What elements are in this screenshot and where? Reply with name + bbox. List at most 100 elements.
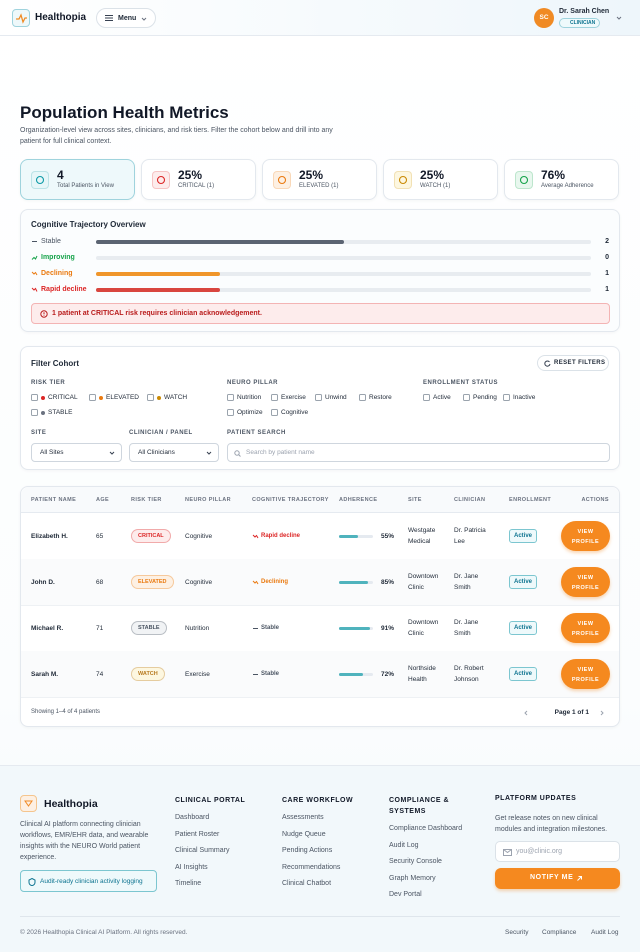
- footer-link[interactable]: Clinical Chatbot: [282, 880, 332, 887]
- footer-link[interactable]: Security Console: [389, 858, 442, 865]
- checkbox[interactable]: [271, 409, 278, 416]
- risk-pill: CRITICAL: [131, 529, 171, 543]
- footer-link[interactable]: Graph Memory: [389, 874, 436, 882]
- filter-option[interactable]: CRITICAL: [31, 394, 78, 401]
- option-label: Inactive: [513, 394, 536, 401]
- footer-link[interactable]: AI Insights: [175, 863, 208, 871]
- pillar: Cognitive: [185, 579, 213, 586]
- row-divider: [21, 697, 619, 698]
- checkbox[interactable]: [147, 394, 154, 401]
- column-header: ADHERENCE: [339, 497, 378, 503]
- trend-bar: [96, 288, 220, 292]
- checkbox[interactable]: [227, 409, 234, 416]
- option-label: CRITICAL: [48, 394, 78, 401]
- view-profile-button[interactable]: VIEW PROFILE: [561, 521, 610, 551]
- checkbox[interactable]: [31, 409, 38, 416]
- footer-link[interactable]: Clinical Summary: [175, 847, 230, 854]
- notify-button[interactable]: NOTIFY ME: [495, 868, 620, 889]
- icon: [523, 710, 529, 718]
- filter-option[interactable]: WATCH: [147, 394, 187, 401]
- user-menu[interactable]: SC Dr. Sarah Chen CLINICIAN: [532, 5, 628, 31]
- filter-option[interactable]: ELEVATED: [89, 394, 139, 401]
- checkbox[interactable]: [31, 394, 38, 401]
- view-profile-button[interactable]: VIEW PROFILE: [561, 659, 610, 689]
- option-label: Optimize: [237, 409, 263, 416]
- footer-link[interactable]: Audit Log: [389, 841, 419, 849]
- kpi-value: 25%: [420, 168, 445, 182]
- icon: [206, 450, 212, 458]
- clinician: Dr. Jane Smith: [454, 619, 479, 637]
- footer-link[interactable]: Assessments: [282, 814, 324, 821]
- icon: [544, 360, 551, 369]
- row-divider: [21, 605, 619, 606]
- kpi-value: 76%: [541, 168, 566, 182]
- filter-option[interactable]: Optimize: [227, 409, 263, 416]
- footer-link[interactable]: Compliance Dashboard: [389, 825, 463, 832]
- filter-option[interactable]: Active: [423, 394, 451, 401]
- email-input[interactable]: you@clinic.org: [495, 841, 620, 862]
- icon: [31, 270, 38, 279]
- checkbox[interactable]: [271, 394, 278, 401]
- filter-option[interactable]: Unwind: [315, 394, 347, 401]
- checkbox[interactable]: [463, 394, 470, 401]
- pillar: Exercise: [185, 671, 210, 678]
- footer-heading: CARE WORKFLOW: [282, 797, 354, 804]
- checkbox[interactable]: [315, 394, 322, 401]
- checkbox[interactable]: [359, 394, 366, 401]
- legal-link[interactable]: Audit Log: [591, 929, 619, 936]
- kpi-label: ELEVATED (1): [299, 183, 339, 189]
- card-title: Cognitive Trajectory Overview: [31, 220, 146, 229]
- checkbox[interactable]: [227, 394, 234, 401]
- filter-option[interactable]: Restore: [359, 394, 392, 401]
- kpi-card: 76% Average Adherence: [504, 159, 619, 200]
- site: Northside Health: [408, 665, 436, 683]
- column-header: ENROLLMENT: [509, 497, 552, 503]
- notify-label: NOTIFY ME: [530, 874, 574, 881]
- option-label: ELEVATED: [106, 394, 139, 401]
- option-label: Pending: [473, 394, 497, 401]
- legal-link[interactable]: Security: [505, 929, 529, 936]
- select[interactable]: All Clinicians: [129, 443, 219, 462]
- kpi-icon: [273, 171, 291, 189]
- tier-dot: [99, 395, 103, 400]
- select[interactable]: All Sites: [31, 443, 122, 462]
- tier-dot: [41, 410, 45, 415]
- search-input[interactable]: Search by patient name: [227, 443, 610, 462]
- copyright: © 2026 Healthopia Clinical AI Platform. …: [20, 929, 188, 936]
- legal-link[interactable]: Compliance: [542, 929, 577, 936]
- patient-name: Sarah M.: [31, 671, 59, 678]
- footer-link[interactable]: Pending Actions: [282, 847, 333, 854]
- adherence-bar: [339, 535, 358, 538]
- footer-link[interactable]: Recommendations: [282, 863, 341, 871]
- footer-link[interactable]: Timeline: [175, 880, 202, 887]
- filter-option[interactable]: Nutrition: [227, 394, 261, 401]
- footer-link[interactable]: Dev Portal: [389, 891, 422, 898]
- filter-option[interactable]: Inactive: [503, 394, 535, 401]
- filter-option[interactable]: Pending: [463, 394, 497, 401]
- trend-count: 0: [605, 254, 609, 261]
- option-label: Active: [433, 394, 451, 401]
- age: 68: [96, 579, 104, 586]
- filter-option[interactable]: Cognitive: [271, 409, 308, 416]
- footer-link[interactable]: Nudge Queue: [282, 830, 326, 838]
- trend-count: 2: [605, 238, 609, 245]
- adherence-value: 85%: [381, 579, 395, 586]
- option-label: WATCH: [164, 394, 188, 401]
- footer-heading: COMPLIANCE & SYSTEMS: [389, 797, 450, 815]
- checkbox[interactable]: [423, 394, 430, 401]
- reset-button[interactable]: RESET FILTERS: [537, 355, 609, 371]
- footer-link[interactable]: Dashboard: [175, 814, 210, 821]
- checkbox[interactable]: [503, 394, 510, 401]
- view-profile-button[interactable]: VIEW PROFILE: [561, 567, 610, 597]
- kpi-value: 25%: [299, 168, 324, 182]
- filter-option[interactable]: STABLE: [31, 409, 72, 416]
- trend-label: Stable: [41, 238, 61, 245]
- checkbox[interactable]: [89, 394, 96, 401]
- logo: [12, 9, 30, 27]
- column-header: COGNITIVE TRAJECTORY: [252, 497, 329, 503]
- kpi-card: 25% WATCH (1): [383, 159, 498, 200]
- filter-option[interactable]: Exercise: [271, 394, 306, 401]
- menu-button[interactable]: Menu: [96, 8, 156, 28]
- view-profile-button[interactable]: VIEW PROFILE: [561, 613, 610, 643]
- footer-link[interactable]: Patient Roster: [175, 830, 220, 838]
